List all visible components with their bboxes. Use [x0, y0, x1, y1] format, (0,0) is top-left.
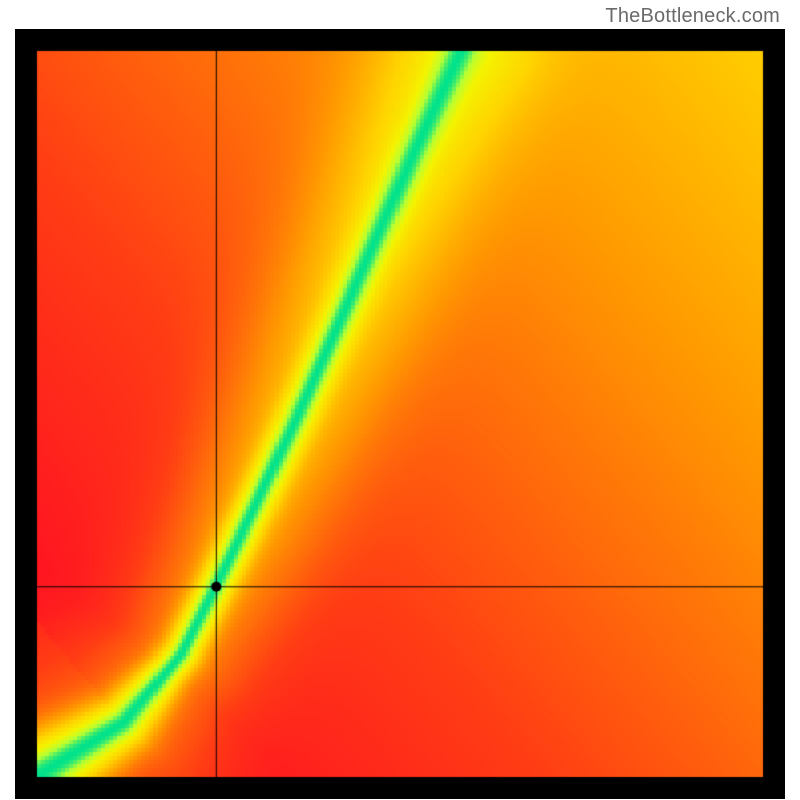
heatmap-canvas	[15, 29, 785, 799]
watermark-text: TheBottleneck.com	[605, 5, 780, 28]
bottleneck-heatmap	[15, 29, 785, 799]
